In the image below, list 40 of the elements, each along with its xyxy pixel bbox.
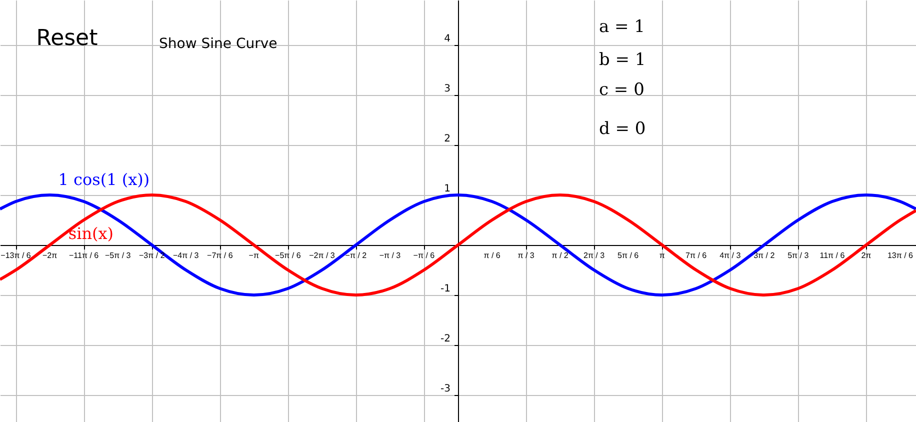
x-tick-label: −4π / 3 (172, 251, 200, 260)
x-tick-label: −π / 6 (413, 251, 436, 260)
x-tick-label: 7π / 6 (686, 251, 708, 260)
annotation: Show Sine Curve (159, 36, 278, 52)
x-tick-label: −2π (42, 251, 58, 260)
x-tick-label: π / 6 (484, 251, 501, 260)
x-tick-label: 4π / 3 (720, 251, 742, 260)
annotation: a = 1 (599, 17, 646, 37)
x-tick-label: 13π / 6 (887, 251, 914, 260)
annotation: b = 1 (599, 50, 646, 70)
x-tick-label: −7π / 6 (207, 251, 234, 260)
series-label: 1 cos(1 (x)) (58, 170, 150, 189)
y-tick-label: 3 (444, 84, 450, 94)
x-tick-label: −π / 3 (379, 251, 402, 260)
x-tick-label: −π / 2 (345, 251, 368, 260)
x-tick-label: π / 3 (518, 251, 535, 260)
y-tick-label: -3 (440, 384, 450, 394)
series-label: sin(x) (68, 224, 114, 243)
x-tick-label: 11π / 6 (820, 251, 846, 260)
y-tick-label: 4 (444, 34, 450, 44)
y-tick-label: -1 (440, 284, 450, 294)
annotation: c = 0 (599, 80, 644, 100)
annotation: d = 0 (599, 119, 646, 139)
x-tick-label: π (659, 251, 666, 260)
annotation: Reset (36, 26, 98, 51)
y-tick-label: 2 (444, 134, 450, 144)
x-tick-label: −π (248, 251, 260, 260)
x-tick-label: 2π (861, 251, 872, 260)
x-tick-label: −2π / 3 (309, 251, 336, 260)
x-tick-label: −5π / 6 (275, 251, 302, 260)
x-tick-label: −5π / 3 (104, 251, 132, 260)
x-tick-label: 3π / 2 (754, 251, 776, 260)
y-tick-label: -2 (440, 334, 450, 344)
x-tick-label: π / 2 (552, 251, 569, 260)
x-tick-label: 2π / 3 (583, 251, 606, 260)
x-tick-label: −11π / 6 (68, 251, 100, 260)
x-tick-label: −13π / 6 (0, 251, 32, 260)
x-tick-label: 5π / 3 (788, 251, 810, 260)
x-tick-label: 5π / 6 (618, 251, 640, 260)
y-tick-label: 1 (444, 184, 450, 194)
